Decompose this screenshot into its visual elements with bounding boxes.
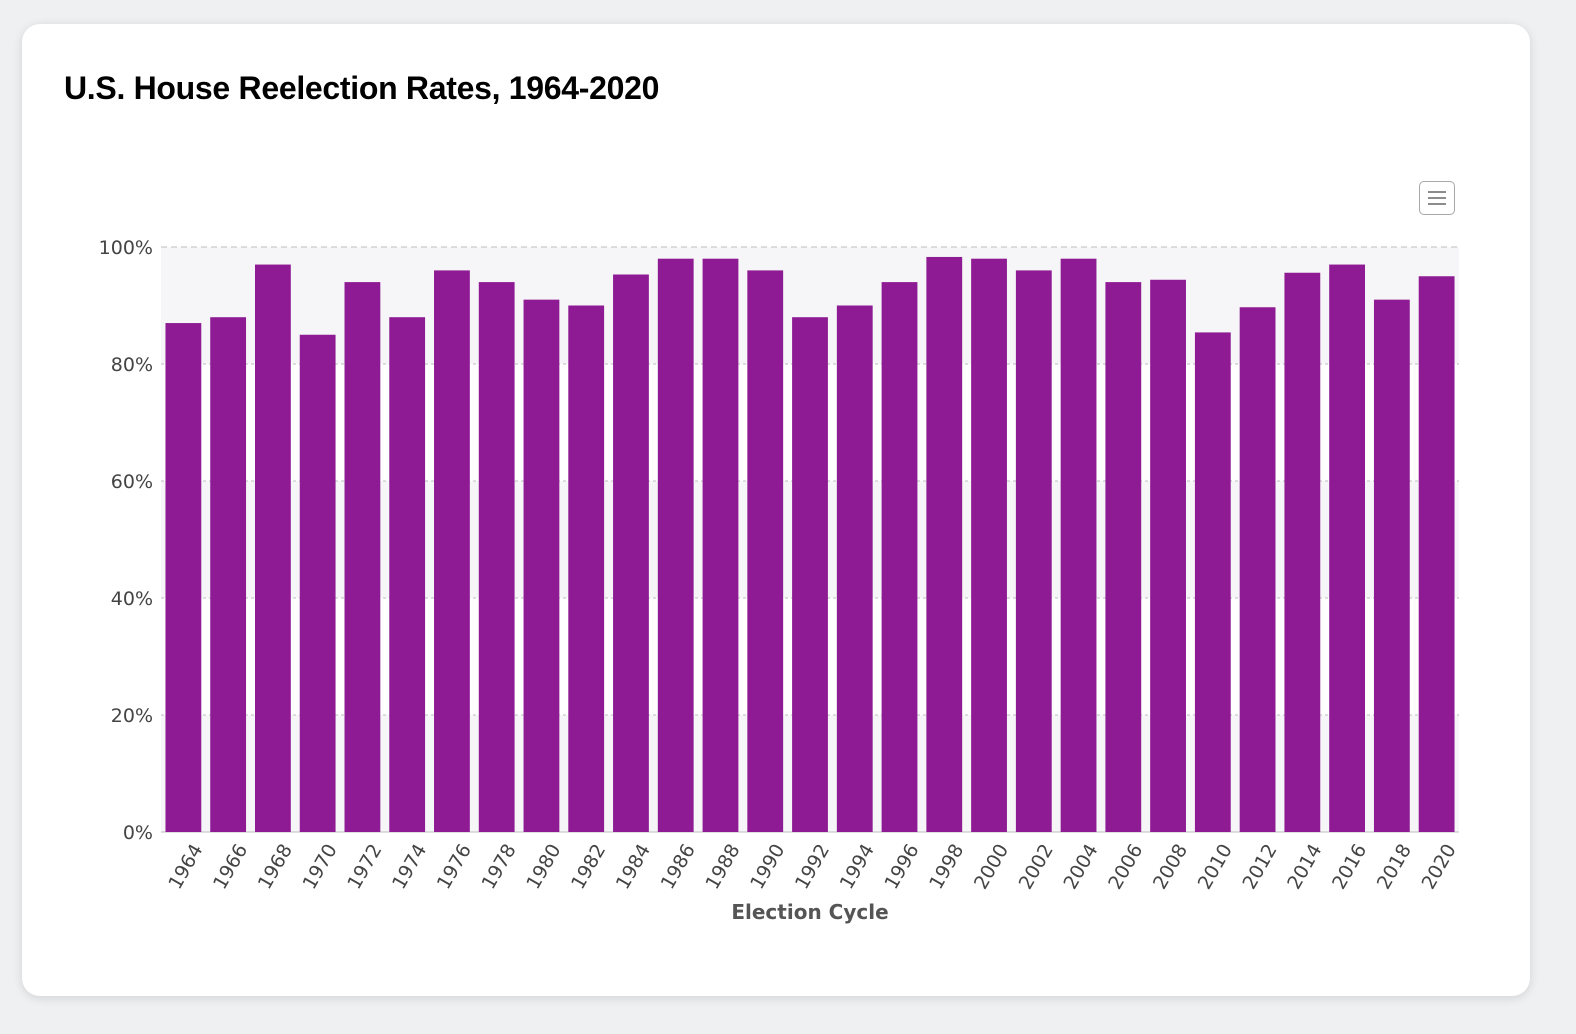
x-tick-label: 1988	[701, 840, 744, 893]
bar-1996	[881, 282, 918, 833]
x-tick-label: 1968	[254, 840, 297, 893]
x-axis-title: Election Cycle	[731, 900, 888, 924]
hamburger-menu-icon	[1428, 191, 1446, 205]
bar-1978	[478, 282, 515, 833]
x-tick-label: 2018	[1373, 840, 1416, 893]
x-tick-label: 2014	[1283, 840, 1326, 893]
bar-2000	[971, 258, 1007, 832]
chart-menu-button[interactable]	[1419, 181, 1455, 215]
bar-1974	[389, 317, 426, 832]
bar-2002	[1015, 270, 1052, 832]
chart-card: U.S. House Reelection Rates, 1964-2020 0…	[22, 24, 1530, 996]
x-tick-label: 2010	[1194, 840, 1237, 893]
bar-2014	[1284, 272, 1321, 832]
x-tick-label: 1986	[657, 840, 700, 893]
x-tick-label: 1990	[746, 840, 789, 893]
y-tick-label: 80%	[111, 354, 153, 376]
x-tick-label: 2016	[1328, 840, 1371, 893]
bar-2006	[1105, 282, 1142, 833]
bar-1986	[657, 258, 694, 832]
x-tick-label: 2000	[970, 840, 1013, 893]
y-tick-label: 20%	[111, 705, 153, 727]
bar-1990	[747, 270, 784, 832]
bar-1972	[344, 282, 381, 833]
x-tick-label: 1992	[791, 840, 834, 893]
y-tick-label: 100%	[99, 237, 153, 259]
bar-chart: 0%20%40%60%80%100%1964 1966 1968 1970 1972 19…	[99, 237, 1461, 924]
x-tick-label: 2002	[1015, 840, 1058, 893]
x-tick-label: 1970	[299, 840, 342, 893]
bar-1998	[926, 256, 963, 832]
x-tick-label: 1974	[388, 840, 431, 893]
x-tick-label: 1984	[612, 840, 655, 893]
bar-1982	[568, 305, 605, 832]
bar-1994	[836, 305, 873, 832]
bar-1992	[792, 317, 828, 832]
bar-2008	[1150, 279, 1186, 832]
x-tick-label: 1972	[343, 840, 386, 893]
bar-1970	[299, 334, 336, 832]
y-tick-label: 0%	[123, 822, 153, 844]
y-tick-label: 60%	[111, 471, 153, 493]
x-tick-label: 2020	[1417, 840, 1460, 893]
bar-2016	[1329, 264, 1366, 832]
y-tick-label: 40%	[111, 588, 153, 610]
x-tick-label: 1980	[522, 840, 565, 893]
bar-2020	[1418, 276, 1455, 832]
bar-1976	[434, 270, 470, 832]
x-tick-label: 1982	[567, 840, 610, 893]
bar-1968	[254, 264, 291, 832]
x-tick-label: 2008	[1149, 840, 1192, 893]
bar-1964	[165, 323, 202, 832]
x-tick-label: 2006	[1104, 840, 1147, 893]
x-tick-label: 1966	[209, 840, 252, 893]
x-tick-label: 1964	[164, 840, 207, 893]
x-tick-label: 2012	[1238, 840, 1281, 893]
bar-1988	[702, 258, 739, 832]
bar-2004	[1060, 258, 1097, 832]
bar-1980	[523, 299, 560, 832]
x-tick-label: 1976	[433, 840, 476, 893]
chart-title: U.S. House Reelection Rates, 1964-2020	[64, 70, 660, 106]
bar-1984	[613, 274, 649, 832]
bar-2010	[1194, 332, 1231, 832]
x-tick-label: 1998	[925, 840, 968, 893]
x-tick-label: 1996	[880, 840, 923, 893]
bar-1966	[210, 317, 247, 832]
bar-2012	[1239, 307, 1276, 832]
x-tick-label: 1994	[836, 840, 879, 893]
x-tick-label: 2004	[1059, 840, 1102, 893]
x-tick-label: 1978	[478, 840, 521, 893]
bar-2018	[1373, 299, 1410, 832]
